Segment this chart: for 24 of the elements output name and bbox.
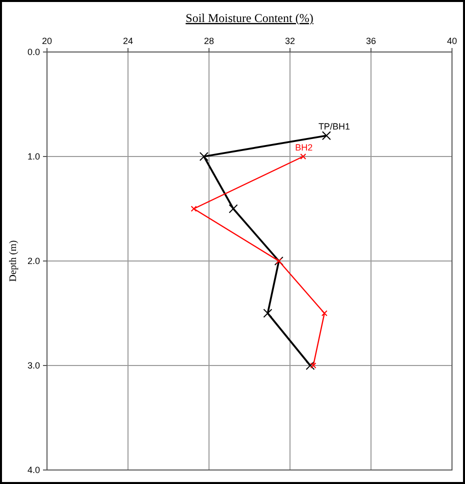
point (228, 204, 238, 214)
x-tick-label: 20 (42, 36, 52, 46)
y-tick-label: 2.0 (27, 256, 40, 266)
point (190, 206, 197, 212)
point (306, 361, 315, 370)
x-tick-label: 36 (366, 36, 376, 46)
point (300, 154, 306, 160)
x-tick-label: 28 (204, 36, 214, 46)
point (310, 362, 316, 368)
chart-title: Soil Moisture Content (%) (186, 11, 314, 25)
x-tick-label: 24 (122, 36, 134, 46)
y-tick-label: 4.0 (27, 465, 40, 475)
y-tick-label: 3.0 (27, 360, 40, 370)
y-axis-title: Depth (m) (8, 240, 19, 282)
y-tick-label: 1.0 (27, 152, 40, 162)
point (263, 308, 272, 318)
series-label: TP/BH1 (318, 122, 350, 132)
y-tick-label: 0.0 (27, 47, 40, 57)
x-tick-label: 32 (284, 36, 296, 46)
point (322, 131, 331, 140)
x-tick-label: 40 (446, 36, 458, 46)
series-label: BH2 (295, 142, 313, 152)
point (199, 152, 208, 161)
point (321, 310, 328, 316)
